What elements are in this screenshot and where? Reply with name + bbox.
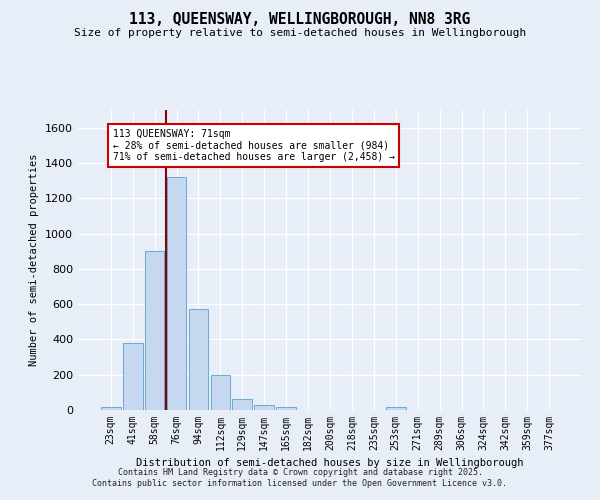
Bar (188, 310, 208, 410)
Bar (101, 407, 121, 410)
Bar (232, 398, 252, 410)
Bar (211, 374, 230, 410)
Bar (145, 251, 164, 410)
Text: 113 QUEENSWAY: 71sqm
← 28% of semi-detached houses are smaller (984)
71% of semi: 113 QUEENSWAY: 71sqm ← 28% of semi-detac… (113, 128, 395, 162)
Bar (276, 408, 296, 410)
Bar (123, 343, 143, 410)
Text: 113, QUEENSWAY, WELLINGBOROUGH, NN8 3RG: 113, QUEENSWAY, WELLINGBOROUGH, NN8 3RG (130, 12, 470, 28)
Bar (167, 177, 187, 410)
Bar (386, 408, 406, 410)
Bar (254, 404, 274, 410)
Text: Size of property relative to semi-detached houses in Wellingborough: Size of property relative to semi-detach… (74, 28, 526, 38)
Y-axis label: Number of semi-detached properties: Number of semi-detached properties (29, 154, 40, 366)
Text: Contains HM Land Registry data © Crown copyright and database right 2025.
Contai: Contains HM Land Registry data © Crown c… (92, 468, 508, 487)
X-axis label: Distribution of semi-detached houses by size in Wellingborough: Distribution of semi-detached houses by … (136, 458, 524, 468)
